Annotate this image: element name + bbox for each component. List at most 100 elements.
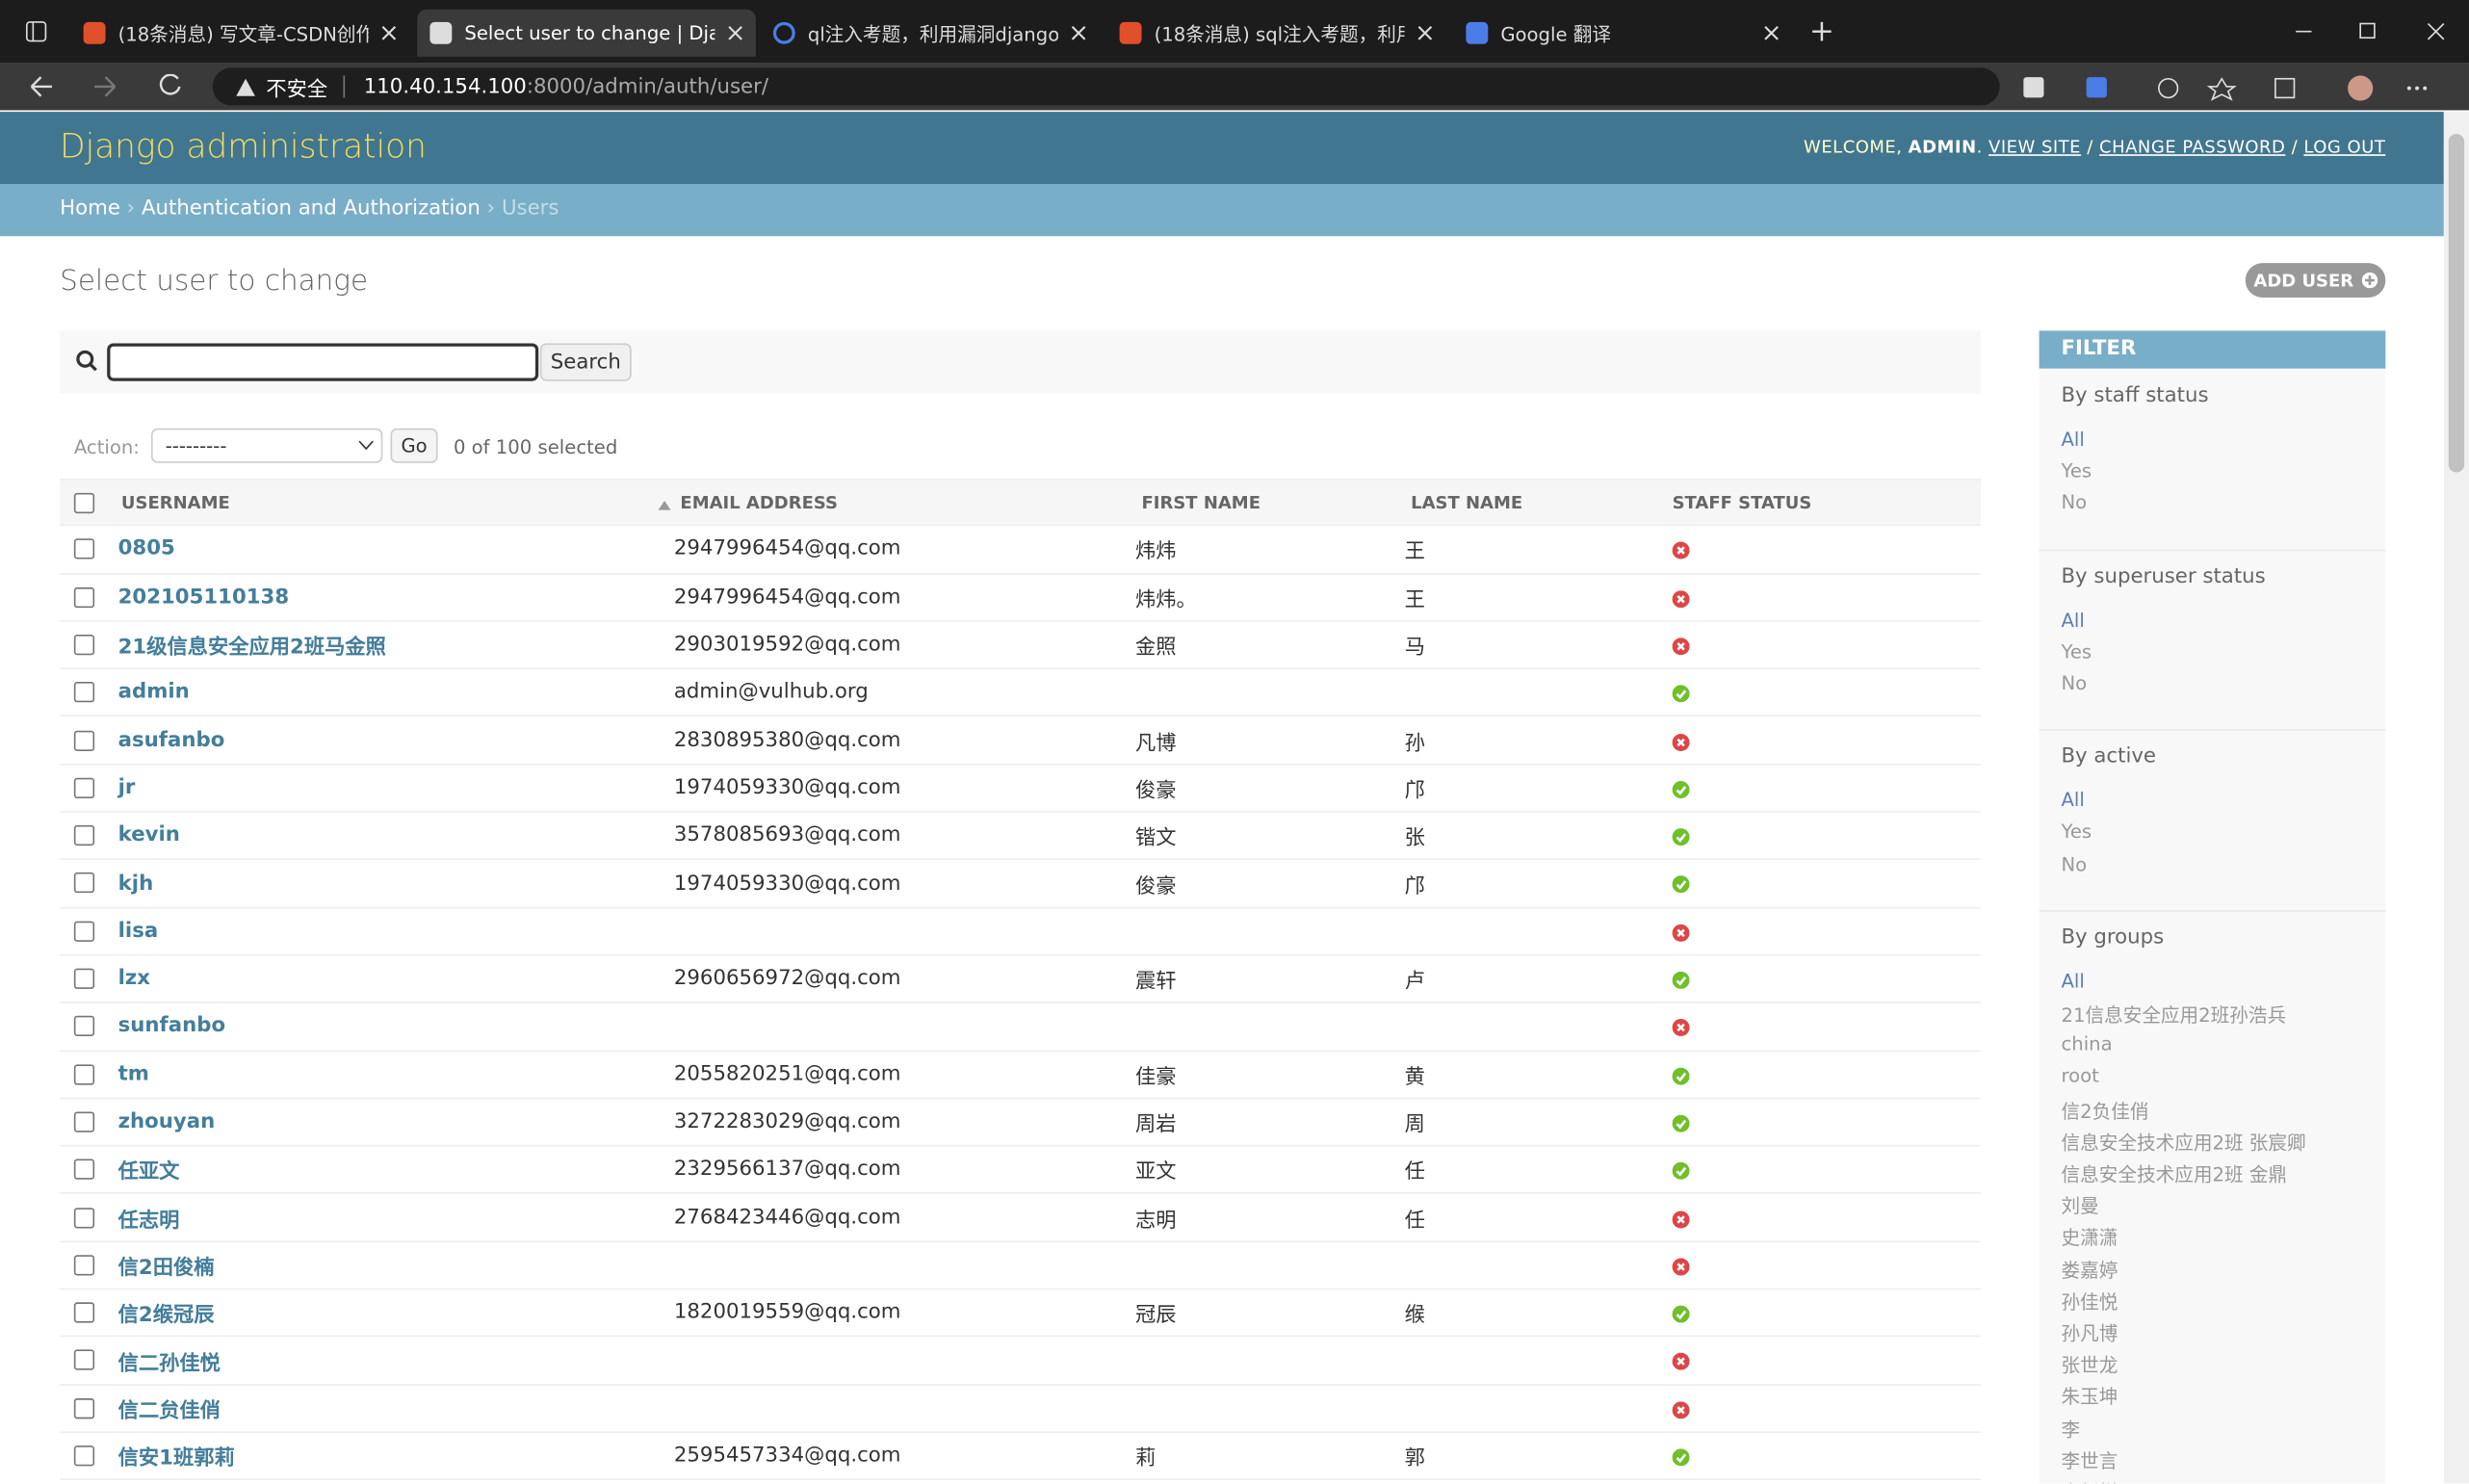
filter-option[interactable]: 孙凡博 <box>2061 1322 2118 1345</box>
row-checkbox[interactable] <box>73 824 95 846</box>
filter-option[interactable]: No <box>2061 672 2088 695</box>
row-checkbox[interactable] <box>73 538 95 560</box>
tab-close[interactable] <box>727 25 742 40</box>
row-checkbox[interactable] <box>73 492 95 514</box>
row-checkbox[interactable] <box>73 1063 95 1084</box>
column-header[interactable]: USERNAME <box>120 492 230 513</box>
browser-tab[interactable]: Select user to change | Django site admi… <box>417 9 756 57</box>
column-header[interactable]: EMAIL ADDRESS <box>680 492 838 513</box>
filter-option[interactable]: No <box>2061 852 2088 875</box>
browser-tab[interactable]: Google 翻译 <box>1453 10 1792 57</box>
row-checkbox[interactable] <box>73 634 95 656</box>
tab-actions-icon[interactable] <box>25 20 47 42</box>
row-checkbox[interactable] <box>73 1254 95 1276</box>
tab-close[interactable] <box>1417 25 1433 40</box>
filter-option[interactable]: No <box>2061 491 2088 514</box>
filter-option[interactable]: 张世龙 <box>2061 1354 2118 1377</box>
filter-option[interactable]: 李世言 <box>2061 1449 2118 1472</box>
go-button[interactable]: Go <box>390 428 438 463</box>
username-link[interactable]: 信2田俊楠 <box>117 1256 215 1281</box>
breadcrumb[interactable]: Home <box>60 196 120 221</box>
search-input[interactable] <box>107 343 539 381</box>
filter-option[interactable]: All <box>2061 609 2085 632</box>
username-link[interactable]: 21级信息安全应用2班马金照 <box>117 636 386 661</box>
row-checkbox[interactable] <box>73 586 95 608</box>
row-checkbox[interactable] <box>73 1207 95 1228</box>
filter-option[interactable]: Yes <box>2061 820 2092 844</box>
browser-tab[interactable]: (18条消息) sql注入考题，利用漏洞 <box>1107 10 1446 57</box>
filter-option[interactable]: All <box>2061 789 2085 812</box>
filter-option[interactable]: 孙佳悦 <box>2061 1290 2118 1314</box>
filter-option[interactable]: Yes <box>2061 459 2092 482</box>
filter-option[interactable]: 信息安全技术应用2班 金鼎 <box>2061 1163 2288 1186</box>
row-checkbox[interactable] <box>73 1016 95 1037</box>
column-header[interactable]: STAFF STATUS <box>1672 492 1812 513</box>
username-link[interactable]: 信二贠佳俏 <box>117 1399 221 1423</box>
window-controls[interactable] <box>2296 20 2454 42</box>
action-select[interactable]: --------- <box>150 428 383 463</box>
tab-close[interactable] <box>1071 25 1086 40</box>
browser-tab[interactable]: ql注入考题，利用漏洞django-cve <box>761 10 1100 57</box>
filter-option[interactable]: 娄嘉婷 <box>2061 1259 2118 1282</box>
username-link[interactable]: 0805 <box>117 537 175 561</box>
filter-option[interactable]: All <box>2061 969 2085 992</box>
row-checkbox[interactable] <box>73 1350 95 1371</box>
sort-arrow[interactable] <box>658 500 671 510</box>
column-header[interactable]: LAST NAME <box>1411 492 1523 513</box>
add-user-button[interactable]: ADD USER <box>2245 263 2386 299</box>
toolbar-icons[interactable] <box>2023 75 2432 101</box>
scroll-thumb[interactable] <box>2448 133 2465 473</box>
tab-close[interactable] <box>381 25 397 40</box>
filter-option[interactable]: 李新悦 <box>2061 1478 2118 1484</box>
username-link[interactable]: lzx <box>117 967 151 991</box>
username-link[interactable]: lisa <box>117 919 159 944</box>
row-checkbox[interactable] <box>73 1159 95 1181</box>
header-link[interactable]: CHANGE PASSWORD <box>2099 137 2286 158</box>
username-link[interactable]: asufanbo <box>117 728 225 753</box>
filter-option[interactable]: 李 <box>2061 1418 2081 1441</box>
filter-option[interactable]: 史潇潇 <box>2061 1227 2118 1250</box>
row-checkbox[interactable] <box>73 1111 95 1133</box>
nav-buttons[interactable] <box>28 73 201 99</box>
row-checkbox[interactable] <box>73 968 95 989</box>
filter-option[interactable]: root <box>2061 1065 2099 1087</box>
column-header[interactable]: FIRST NAME <box>1141 492 1261 513</box>
username-link[interactable]: sunfanbo <box>117 1014 226 1039</box>
row-checkbox[interactable] <box>73 921 95 942</box>
filter-option[interactable]: china <box>2061 1032 2113 1055</box>
search-button[interactable]: Search <box>539 343 632 381</box>
username-link[interactable]: 任志明 <box>117 1209 180 1233</box>
filter-option[interactable]: 刘曼 <box>2061 1195 2099 1218</box>
site-name[interactable]: Django administration <box>60 127 427 166</box>
header-link[interactable]: VIEW SITE <box>1988 137 2082 158</box>
row-checkbox[interactable] <box>73 777 95 798</box>
username-link[interactable]: 任亚文 <box>117 1160 180 1185</box>
row-checkbox[interactable] <box>73 872 95 894</box>
filter-option[interactable]: 信2负佳俏 <box>2061 1100 2149 1123</box>
filter-option[interactable]: 21信息安全应用2班孙浩兵 <box>2061 1004 2287 1028</box>
row-checkbox[interactable] <box>73 729 95 751</box>
username-link[interactable]: jr <box>117 776 136 800</box>
filter-option[interactable]: All <box>2061 428 2085 451</box>
username-link[interactable]: kevin <box>117 823 180 848</box>
username-link[interactable]: kjh <box>117 872 154 896</box>
new-tab-button[interactable] <box>1810 20 1832 42</box>
url-field[interactable]: 不安全 110.40.154.100:8000/admin/auth/user/ <box>212 67 2000 106</box>
tab-close[interactable] <box>1763 25 1779 40</box>
row-checkbox[interactable] <box>73 682 95 703</box>
username-link[interactable]: 信二孙佳悦 <box>117 1351 221 1376</box>
row-checkbox[interactable] <box>73 1397 95 1419</box>
row-checkbox[interactable] <box>73 1302 95 1323</box>
username-link[interactable]: 202105110138 <box>117 585 290 610</box>
browser-tab[interactable]: (18条消息) 写文章-CSDN创作中心 <box>71 10 410 57</box>
username-link[interactable]: tm <box>117 1062 149 1086</box>
header-link[interactable]: LOG OUT <box>2303 137 2386 158</box>
username-link[interactable]: admin <box>117 680 190 705</box>
username-link[interactable]: zhouyan <box>117 1109 216 1134</box>
username-link[interactable]: 信2缑冠辰 <box>117 1304 215 1328</box>
scrollbar[interactable] <box>2443 112 2469 1484</box>
filter-option[interactable]: Yes <box>2061 640 2092 664</box>
filter-option[interactable]: 朱玉坤 <box>2061 1386 2118 1409</box>
row-checkbox[interactable] <box>73 1445 95 1467</box>
username-link[interactable]: 信安1班郭莉 <box>117 1446 235 1471</box>
